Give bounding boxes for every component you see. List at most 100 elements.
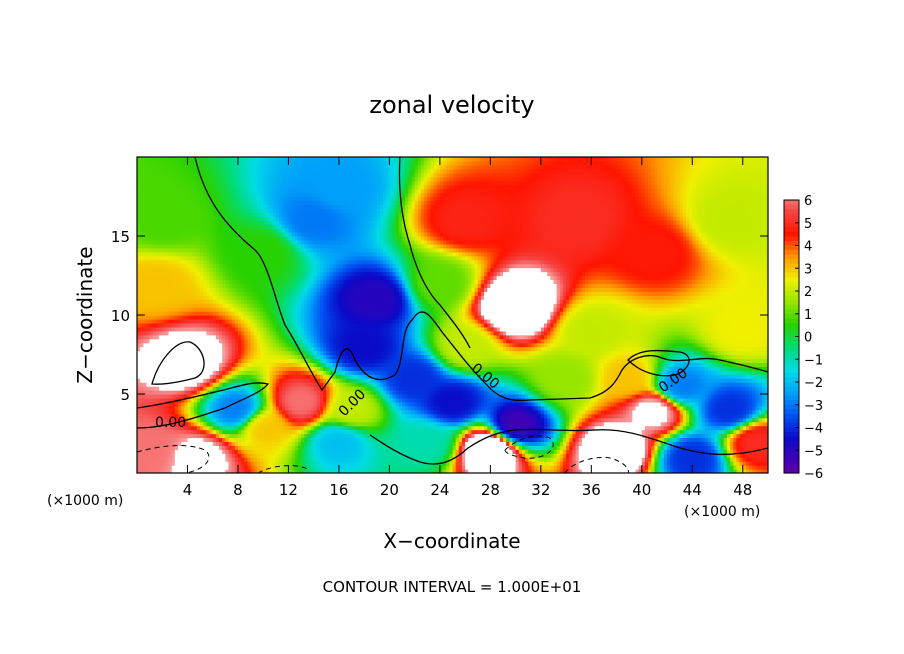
field-cell bbox=[480, 445, 485, 450]
field-cell bbox=[417, 457, 422, 462]
field-cell bbox=[739, 433, 744, 439]
field-cell bbox=[458, 445, 463, 450]
field-cell bbox=[496, 429, 501, 435]
field-cell bbox=[575, 469, 580, 473]
field-cell bbox=[607, 417, 611, 423]
field-cell bbox=[452, 421, 457, 427]
field-cell bbox=[616, 441, 621, 446]
field-cell bbox=[572, 441, 577, 446]
field-cell bbox=[137, 441, 141, 446]
field-cell bbox=[231, 461, 236, 466]
field-cell bbox=[452, 465, 457, 470]
field-cell bbox=[597, 449, 602, 454]
field-cell bbox=[528, 457, 532, 462]
field-cell bbox=[689, 433, 693, 439]
field-cell bbox=[269, 425, 274, 431]
field-cell bbox=[730, 441, 734, 446]
field-cell bbox=[742, 453, 747, 458]
field-cell bbox=[288, 441, 293, 446]
field-cell bbox=[430, 449, 435, 454]
field-cell bbox=[278, 421, 283, 427]
field-cell bbox=[521, 449, 526, 454]
field-cell bbox=[361, 445, 365, 450]
field-cell bbox=[556, 453, 561, 458]
field-cell bbox=[209, 429, 214, 435]
field-cell bbox=[717, 421, 722, 427]
field-cell bbox=[370, 469, 375, 473]
field-cell bbox=[638, 421, 643, 427]
field-cell bbox=[619, 453, 624, 458]
field-cell bbox=[253, 461, 258, 466]
field-cell bbox=[714, 425, 719, 431]
field-cell bbox=[323, 461, 327, 466]
field-cell bbox=[455, 461, 460, 466]
field-cell bbox=[648, 417, 652, 423]
field-cell bbox=[215, 453, 220, 458]
field-cell bbox=[285, 417, 290, 423]
field-cell bbox=[260, 437, 264, 442]
field-cell bbox=[272, 421, 277, 427]
field-cell bbox=[701, 465, 706, 470]
field-cell bbox=[566, 469, 570, 473]
field-cell bbox=[553, 437, 558, 442]
field-cell bbox=[733, 445, 738, 450]
field-cell bbox=[361, 429, 365, 435]
field-cell bbox=[575, 429, 580, 435]
field-cell bbox=[487, 449, 491, 454]
field-cell bbox=[424, 421, 428, 427]
field-cell bbox=[679, 469, 684, 473]
field-cell bbox=[458, 421, 463, 427]
field-cell bbox=[275, 469, 280, 473]
field-cell bbox=[146, 413, 151, 419]
field-cell bbox=[297, 433, 302, 439]
field-cell bbox=[458, 457, 463, 462]
field-cell bbox=[572, 421, 577, 427]
field-cell bbox=[307, 437, 312, 442]
field-cell bbox=[184, 433, 189, 439]
field-cell bbox=[692, 453, 697, 458]
field-cell bbox=[354, 441, 359, 446]
field-cell bbox=[196, 457, 201, 462]
field-cell bbox=[187, 469, 192, 473]
field-cell bbox=[345, 425, 349, 431]
field-cell bbox=[196, 425, 201, 431]
field-cell bbox=[745, 417, 750, 423]
field-cell bbox=[250, 441, 255, 446]
field-cell bbox=[534, 457, 539, 462]
field-cell bbox=[670, 457, 674, 462]
field-cell bbox=[597, 425, 602, 431]
field-cell bbox=[272, 465, 277, 470]
field-cell bbox=[654, 449, 659, 454]
field-cell bbox=[206, 457, 211, 462]
field-cell bbox=[439, 465, 444, 470]
field-cell bbox=[695, 429, 700, 435]
field-cell bbox=[436, 449, 441, 454]
field-cell bbox=[319, 457, 324, 462]
field-cell bbox=[487, 461, 491, 466]
field-cell bbox=[297, 445, 302, 450]
field-cell bbox=[275, 429, 280, 435]
field-cell bbox=[685, 417, 690, 423]
field-cell bbox=[402, 425, 406, 431]
field-cell bbox=[439, 429, 444, 435]
field-cell bbox=[487, 429, 491, 435]
field-cell bbox=[301, 433, 305, 439]
field-cell bbox=[493, 469, 498, 473]
field-cell bbox=[389, 429, 394, 435]
field-cell bbox=[591, 425, 596, 431]
field-cell bbox=[263, 425, 267, 431]
field-cell bbox=[313, 429, 318, 435]
field-cell bbox=[335, 437, 340, 442]
field-cell bbox=[338, 429, 343, 435]
field-cell bbox=[512, 421, 517, 427]
field-cell bbox=[402, 433, 406, 439]
field-cell bbox=[351, 429, 356, 435]
field-cell bbox=[203, 457, 207, 462]
field-cell bbox=[575, 433, 580, 439]
field-cell bbox=[263, 465, 267, 470]
field-cell bbox=[275, 425, 280, 431]
field-cell bbox=[332, 425, 337, 431]
field-cell bbox=[190, 437, 195, 442]
field-cell bbox=[752, 469, 756, 473]
field-cell bbox=[528, 449, 532, 454]
